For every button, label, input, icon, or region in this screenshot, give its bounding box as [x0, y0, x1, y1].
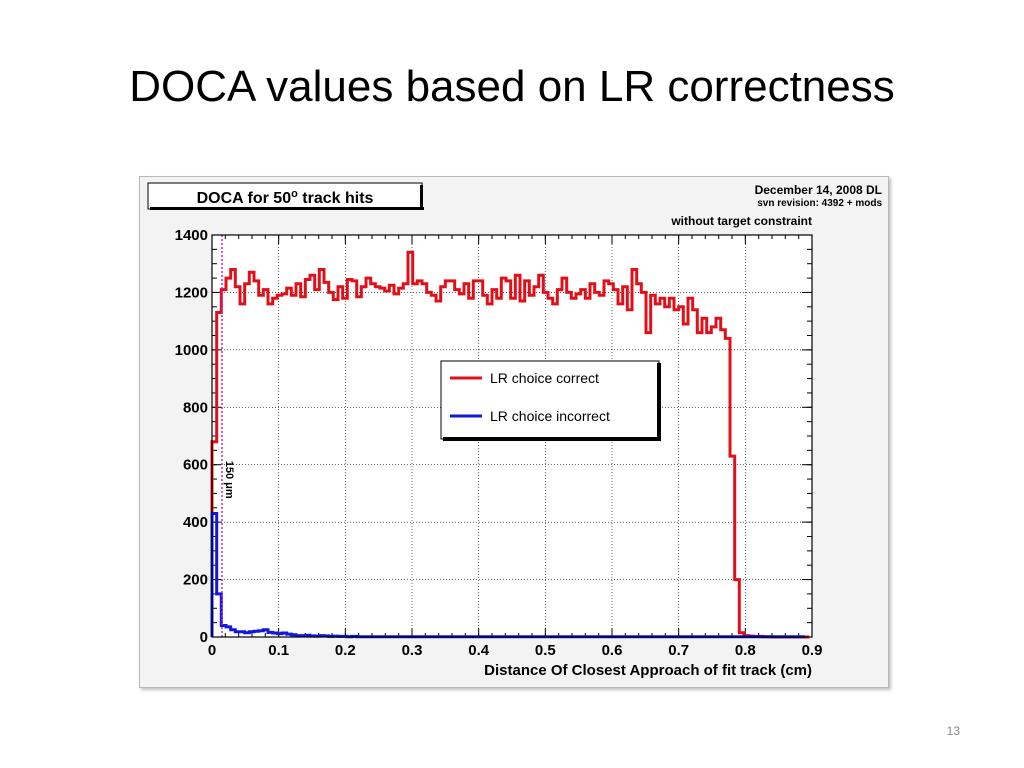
page-number: 13: [946, 724, 960, 738]
x-tick-label: 0.4: [468, 642, 490, 659]
doca-histogram-chart: DOCA for 50o track hits December 14, 200…: [147, 182, 882, 679]
x-tick-label: 0.6: [602, 642, 623, 659]
x-tick-label: 0.7: [668, 642, 689, 659]
slide-title: DOCA values based on LR correctness: [129, 62, 895, 111]
legend-label-correct: LR choice correct: [490, 370, 599, 386]
y-tick-label: 200: [183, 572, 208, 589]
x-tick-label: 0.5: [535, 642, 556, 659]
x-tick-label: 0: [208, 642, 216, 659]
x-tick-label: 0.1: [268, 642, 289, 659]
threshold-marker-label: 150 μm: [223, 461, 235, 499]
constraint-annotation: without target constraint: [670, 214, 812, 228]
y-tick-label: 600: [183, 457, 208, 474]
legend-label-incorrect: LR choice incorrect: [490, 408, 610, 424]
chart-figure: DOCA for 50o track hits December 14, 200…: [139, 176, 889, 688]
plot-area: 0 0.1 0.2 0.3 0.4 0.5 0.6 0.7 0.8 0.9 0 200 400 600 80…: [175, 227, 823, 659]
chart-title-box: DOCA for 50o track hits: [147, 182, 424, 210]
x-tick-label: 0.2: [335, 642, 356, 659]
plot-frame: [211, 234, 813, 638]
legend: LR choice correct LR choice incorrect: [440, 360, 661, 441]
date-annotation: December 14, 2008 DL: [755, 183, 882, 197]
svn-annotation: svn revision: 4392 + mods: [757, 198, 882, 209]
y-tick-label: 0: [200, 629, 208, 646]
x-tick-label: 0.3: [402, 642, 423, 659]
y-tick-label: 1000: [175, 342, 208, 359]
y-tick-label: 1200: [175, 284, 208, 301]
y-tick-label: 800: [183, 399, 208, 416]
y-tick-label: 400: [183, 514, 208, 531]
chart-title: DOCA for 50o track hits: [197, 188, 374, 207]
y-tick-label: 1400: [175, 227, 208, 244]
series-line-lr-choice-correct: [210, 250, 810, 639]
x-axis-label: Distance Of Closest Approach of fit trac…: [484, 662, 812, 679]
x-tick-label: 0.8: [735, 642, 756, 659]
x-tick-label: 0.9: [802, 642, 823, 659]
